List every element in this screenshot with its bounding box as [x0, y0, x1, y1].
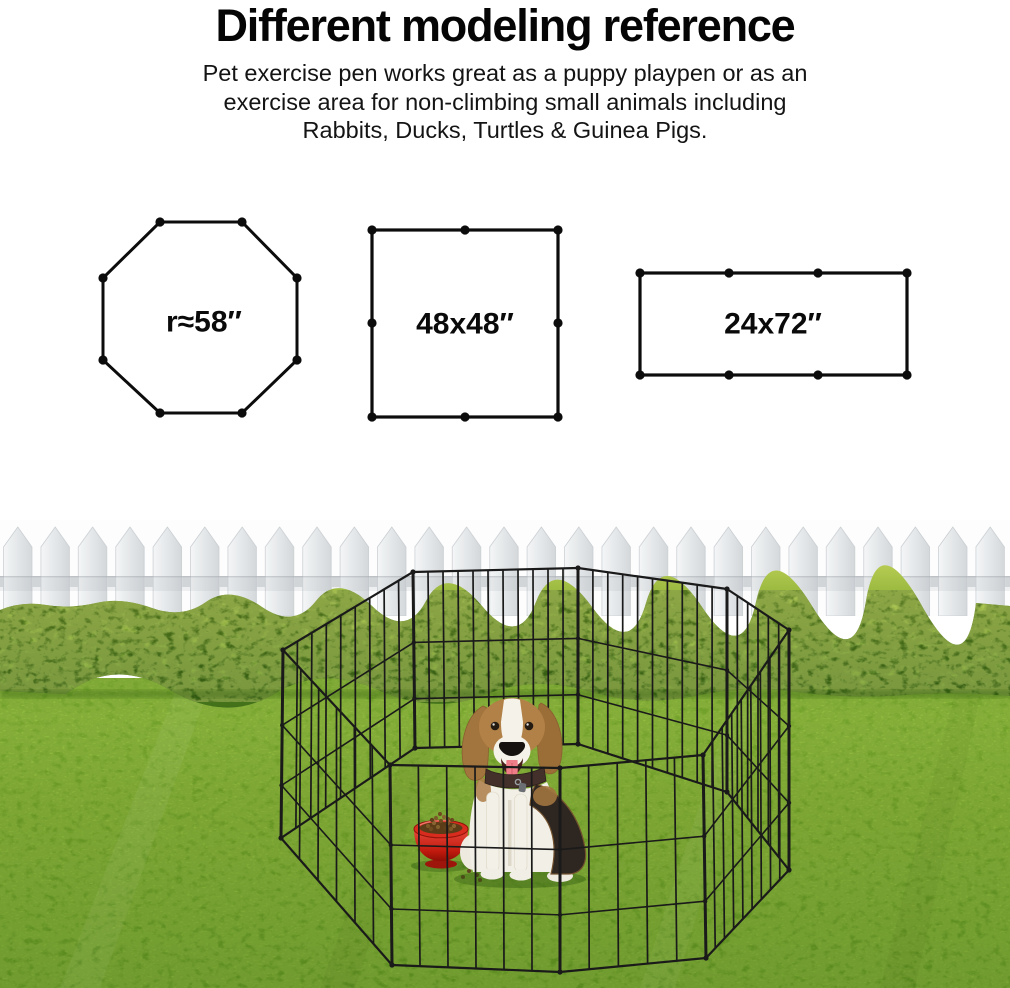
dog-eye: [490, 721, 500, 731]
intro-line: Pet exercise pen works great as a puppy …: [202, 60, 808, 87]
hedge-base-shadow: [0, 690, 1010, 698]
intro-line: exercise area for non-climbing small ani…: [223, 88, 787, 115]
beagle-dog: [454, 698, 587, 888]
octagon-diagram: r≈58″: [98, 217, 302, 418]
fence-rail: [0, 576, 1010, 591]
octagon-size-label: r≈58″: [166, 306, 242, 339]
square-diagram: 48x48″: [367, 225, 563, 422]
dog-blaze: [501, 698, 523, 747]
dog-collar: [484, 766, 547, 793]
collar-tag: [518, 782, 527, 793]
dog-head: [461, 698, 563, 783]
dog-paw: [509, 869, 533, 881]
dog-food-bowl: [411, 811, 486, 882]
rectangle-vertex-dots: [635, 268, 912, 380]
square-size-label: 48x48″: [416, 308, 514, 341]
backyard-photo: [0, 520, 1010, 988]
kibble-pile: [419, 822, 463, 834]
dog-paw: [480, 868, 504, 880]
exercise-pen-front-panels: [278, 627, 792, 975]
dog-nose: [498, 742, 526, 756]
shape-diagrams: r≈58″ 48x48″ 24x72″: [98, 217, 912, 422]
rectangle-size-label: 24x72″: [724, 308, 822, 341]
rectangle-diagram: 24x72″: [635, 268, 912, 380]
dog-eye: [524, 721, 534, 731]
picket-fence: [0, 520, 1010, 616]
intro-line: Rabbits, Ducks, Turtles & Guinea Pigs.: [302, 117, 708, 144]
intro-text: Pet exercise pen works great as a puppy …: [125, 59, 885, 145]
square-vertex-dots: [367, 225, 563, 422]
header: Different modeling reference Pet exercis…: [0, 0, 1010, 145]
page-title: Different modeling reference: [215, 0, 795, 51]
octagon-vertex-dots: [98, 217, 302, 418]
